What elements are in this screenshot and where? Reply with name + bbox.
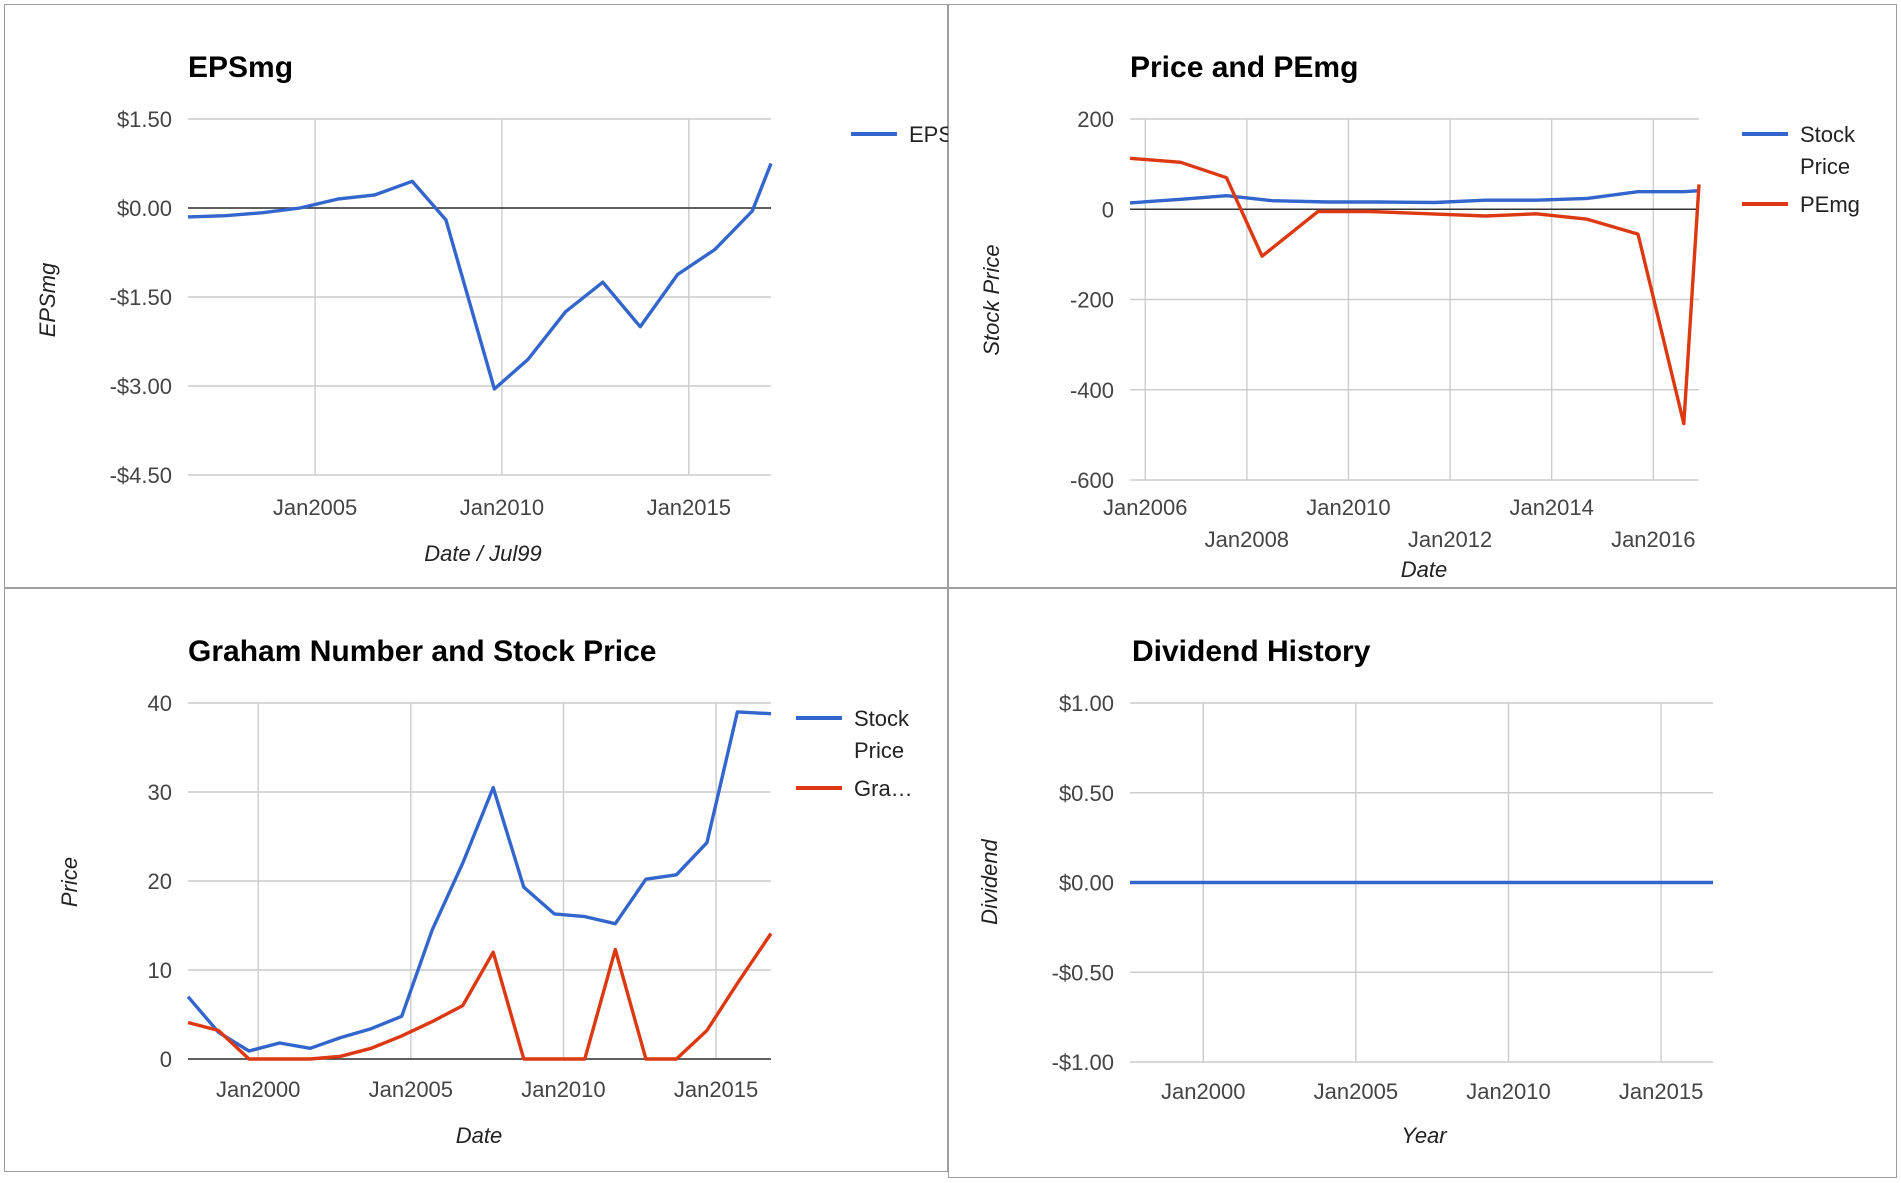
x-tick-label: Jan2010 xyxy=(521,1077,605,1102)
chart-title: Dividend History xyxy=(1132,635,1371,668)
x-tick-label: Jan2015 xyxy=(647,495,731,520)
x-tick-label: Jan2010 xyxy=(1466,1079,1550,1104)
y-tick-label: 0 xyxy=(160,1047,172,1072)
series-line-0[interactable] xyxy=(1129,189,1700,205)
y-tick-label: $0.00 xyxy=(1059,871,1114,896)
x-tick-label: Jan2005 xyxy=(369,1077,453,1102)
x-axis-title: Date xyxy=(456,1123,502,1148)
legend-entry[interactable]: Price xyxy=(1800,154,1850,179)
x-tick-label: Jan2005 xyxy=(1314,1079,1398,1104)
y-tick-label: 10 xyxy=(148,958,172,983)
chart-epsmg[interactable]: EPSmg $1.50 $0.00 -$1.50 -$3.00 -$4.50 Jan2005… xyxy=(4,4,975,588)
y-tick-label: -$3.00 xyxy=(110,374,172,399)
y-axis-title: EPSmg xyxy=(35,262,60,337)
series-line-0[interactable] xyxy=(187,162,773,391)
chart-graham-number-and-stock-price[interactable]: Graham Number and Stock Price 40 30 20 10 0 Ja… xyxy=(4,588,948,1172)
chart-title: Price and PEmg xyxy=(1130,51,1358,84)
x-tick-label: Jan2012 xyxy=(1408,527,1492,552)
x-tick-label: Jan2005 xyxy=(273,495,357,520)
y-tick-label: 30 xyxy=(148,780,172,805)
y-axis-title: Dividend xyxy=(977,838,1002,924)
y-tick-label: $1.00 xyxy=(1059,691,1114,716)
x-tick-label: Jan2000 xyxy=(1161,1079,1245,1104)
y-axis-title: Price xyxy=(57,857,82,907)
x-axis-title: Year xyxy=(1401,1123,1448,1148)
y-tick-label: 40 xyxy=(148,691,172,716)
series-line-0[interactable] xyxy=(186,710,772,1053)
chart-graham-number-and-stock-price-svg: Graham Number and Stock Price 40 30 20 10 0 Ja… xyxy=(57,635,913,1148)
y-tick-label: 200 xyxy=(1077,107,1114,132)
y-tick-label: $0.00 xyxy=(117,196,172,221)
y-tick-label: -$4.50 xyxy=(110,463,172,488)
legend-entry[interactable]: Stock xyxy=(1800,122,1856,147)
x-tick-label: Jan2015 xyxy=(674,1077,758,1102)
chart-price-and-pemg[interactable]: Price and PEmg 200 0 -200 -400 -600 Jan2006 Jan… xyxy=(948,4,1897,588)
x-tick-label: Jan2010 xyxy=(460,495,544,520)
legend-entry[interactable]: PEmg xyxy=(1800,192,1860,217)
legend-entry[interactable]: Gra… xyxy=(854,776,913,801)
y-tick-label: -$0.50 xyxy=(1052,960,1114,985)
y-tick-label: -$1.50 xyxy=(110,285,172,310)
series-line-1[interactable] xyxy=(1129,156,1701,426)
y-tick-label: $0.50 xyxy=(1059,781,1114,806)
x-tick-label: Jan2016 xyxy=(1611,527,1695,552)
chart-title: Graham Number and Stock Price xyxy=(188,635,657,668)
y-tick-label: 20 xyxy=(148,869,172,894)
y-tick-label: -600 xyxy=(1070,468,1114,493)
chart-title: EPSmg xyxy=(188,51,293,84)
y-tick-label: 0 xyxy=(1102,197,1114,222)
x-tick-label: Jan2014 xyxy=(1509,495,1593,520)
chart-dividend-history[interactable]: Dividend History $1.00 $0.50 $0.00 -$0.50 -$1… xyxy=(948,588,1897,1178)
legend-entry[interactable]: Stock xyxy=(854,706,910,731)
legend-entry[interactable]: Price xyxy=(854,738,904,763)
y-tick-label: $1.50 xyxy=(117,107,172,132)
y-tick-label: -400 xyxy=(1070,378,1114,403)
x-tick-label: Jan2015 xyxy=(1619,1079,1703,1104)
series-line-1[interactable] xyxy=(187,932,773,1061)
x-axis-title: Date / Jul99 xyxy=(424,541,541,566)
x-tick-label: Jan2000 xyxy=(216,1077,300,1102)
x-tick-label: Jan2010 xyxy=(1306,495,1390,520)
chart-dividend-history-svg: Dividend History $1.00 $0.50 $0.00 -$0.50 -$1… xyxy=(977,635,1713,1148)
y-tick-label: -200 xyxy=(1070,288,1114,313)
y-tick-label: -$1.00 xyxy=(1052,1050,1114,1075)
chart-epsmg-svg: EPSmg $1.50 $0.00 -$1.50 -$3.00 -$4.50 Jan2005… xyxy=(35,51,975,566)
x-tick-label: Jan2006 xyxy=(1103,495,1187,520)
y-axis-title: Stock Price xyxy=(979,244,1004,355)
x-tick-label: Jan2008 xyxy=(1205,527,1289,552)
x-axis-title: Date xyxy=(1401,557,1447,582)
